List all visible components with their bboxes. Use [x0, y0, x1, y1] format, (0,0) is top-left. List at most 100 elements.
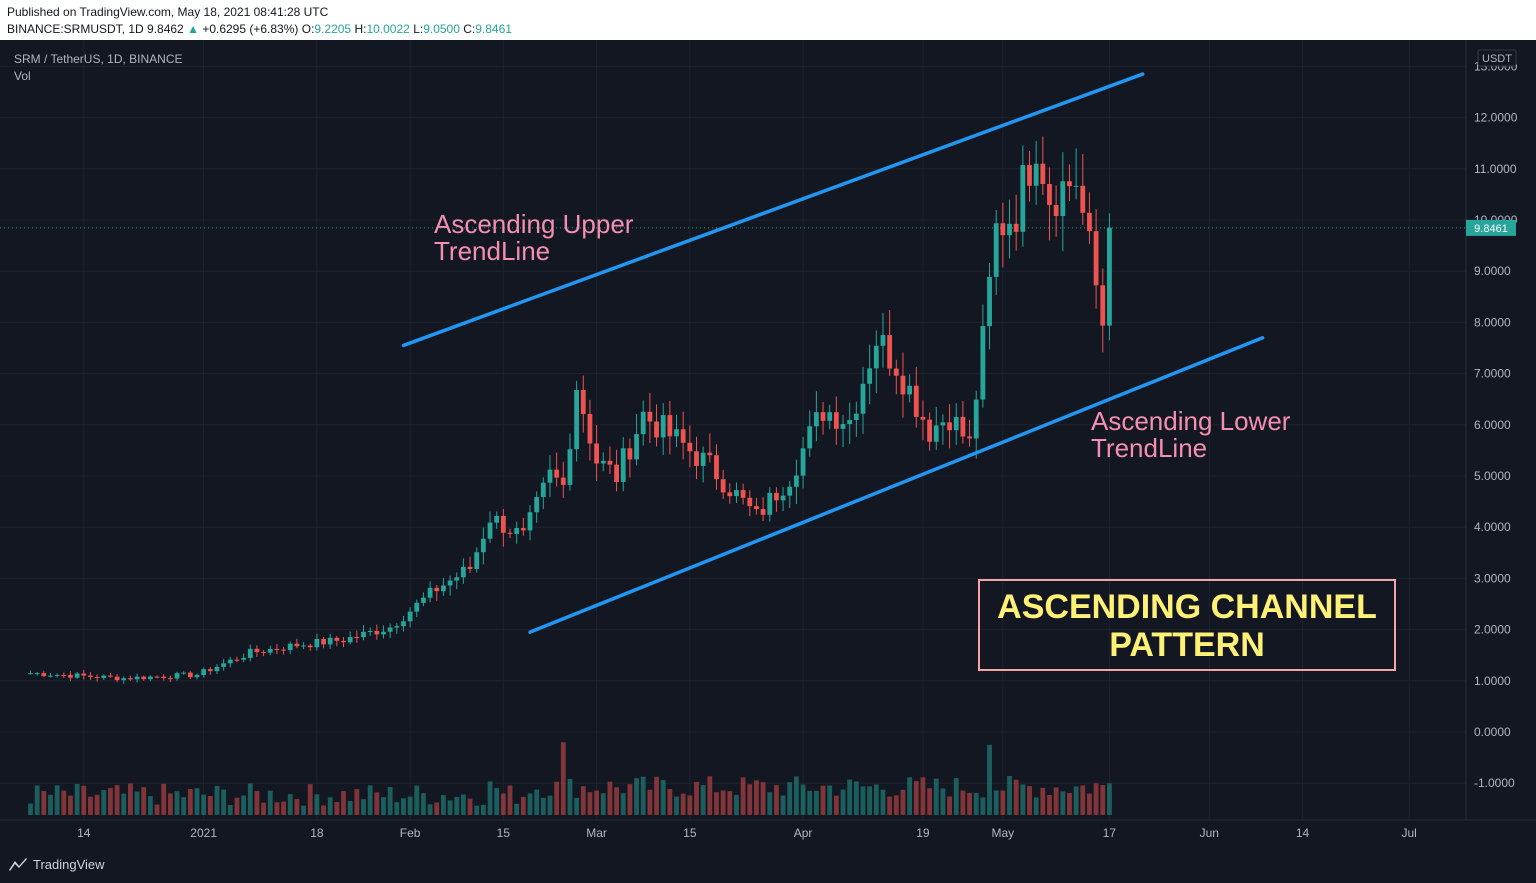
volume-bar — [321, 805, 326, 815]
volume-bar — [94, 794, 100, 815]
lower-trendline-label: Ascending Lower TrendLine — [1091, 408, 1290, 462]
volume-bar — [467, 798, 473, 815]
volume-bar — [567, 778, 573, 815]
volume-bar — [714, 792, 719, 815]
candle-body — [634, 434, 639, 460]
candle-body — [714, 455, 719, 480]
volume-bar — [927, 788, 932, 815]
volume-bar — [853, 781, 859, 815]
candle-body — [394, 626, 400, 628]
candle-body — [121, 678, 127, 681]
candle-body — [887, 335, 893, 369]
candle-body — [174, 673, 180, 679]
volume-bar — [128, 783, 133, 815]
volume-bar — [1073, 786, 1079, 815]
candle-body — [873, 345, 879, 369]
candle-body — [820, 412, 826, 421]
candle-body — [81, 673, 87, 676]
candle-body — [893, 368, 899, 376]
candle-body — [734, 490, 739, 497]
volume-bar — [474, 805, 480, 815]
candle-body — [467, 566, 473, 569]
y-tick-label: 6.0000 — [1474, 418, 1511, 432]
candle-body — [454, 577, 460, 581]
y-tick-label: -1.0000 — [1474, 776, 1515, 790]
footer: TradingView — [0, 848, 1536, 883]
tradingview-logo-icon[interactable] — [8, 856, 28, 872]
x-tick-label: May — [992, 826, 1015, 840]
candle-body — [900, 375, 906, 395]
volume-bar — [787, 782, 793, 815]
volume-bar — [520, 796, 526, 815]
volume-bar — [687, 795, 693, 815]
volume-bar — [374, 792, 380, 815]
candle-body — [1100, 285, 1106, 326]
candle-body — [594, 443, 599, 464]
volume-bar — [820, 785, 826, 815]
y-tick-label: 2.0000 — [1474, 623, 1511, 637]
y-tick-label: 8.0000 — [1474, 315, 1511, 329]
volume-bar — [827, 785, 833, 815]
candle-body — [913, 385, 919, 417]
candle-body — [520, 528, 526, 531]
candle-body — [787, 486, 793, 496]
volume-bar — [540, 797, 546, 815]
volume-bar — [447, 800, 453, 815]
candle-body — [274, 648, 280, 650]
candle-body — [154, 676, 160, 678]
volume-bar — [527, 793, 533, 815]
volume-bar — [620, 793, 626, 815]
candle-body — [1047, 183, 1052, 205]
candle-body — [580, 389, 586, 415]
y-tick-label: 12.0000 — [1474, 111, 1518, 125]
high-label: H: — [354, 22, 367, 36]
candle-body — [414, 602, 420, 612]
volume-bar — [1080, 785, 1086, 815]
volume-bar — [1053, 787, 1059, 815]
volume-bar — [700, 785, 706, 815]
volume-bar — [554, 781, 560, 815]
x-tick-label: 15 — [683, 826, 697, 840]
volume-bar — [1107, 783, 1112, 815]
volume-bar — [61, 790, 67, 815]
candle-body — [267, 648, 273, 653]
x-tick-label: 14 — [77, 826, 91, 840]
candle-body — [54, 674, 60, 676]
candle-body — [307, 645, 313, 648]
candle-body — [441, 585, 446, 592]
candle-body — [374, 631, 380, 635]
candle-body — [1007, 223, 1012, 236]
volume-bar — [707, 776, 713, 815]
candle-body — [314, 638, 320, 648]
price-chart[interactable]: 13.000012.000011.000010.00009.00008.0000… — [0, 40, 1536, 848]
volume-bar — [647, 789, 653, 815]
volume-bar — [1013, 779, 1019, 815]
volume-bar — [887, 796, 893, 815]
candle-body — [254, 648, 260, 652]
volume-bar — [1060, 791, 1066, 815]
candle-body — [387, 627, 393, 632]
candle-body — [627, 448, 633, 460]
volume-bar — [247, 783, 253, 815]
volume-bar — [394, 802, 400, 815]
footer-brand[interactable]: TradingView — [33, 857, 105, 872]
volume-bar — [121, 793, 127, 815]
x-tick-label: 2021 — [190, 826, 217, 840]
candle-body — [487, 522, 493, 539]
candle-body — [940, 422, 946, 426]
change-up-icon: ▲ — [187, 22, 199, 36]
candle-body — [1107, 227, 1112, 326]
volume-bar — [1027, 786, 1032, 815]
volume-bar — [427, 804, 433, 815]
candle-body — [201, 669, 207, 675]
candle-body — [88, 675, 93, 677]
candle-body — [1060, 181, 1066, 217]
candle-body — [840, 424, 846, 429]
candle-body — [754, 506, 759, 510]
volume-bar — [580, 786, 586, 815]
y-tick-label: 3.0000 — [1474, 571, 1511, 585]
candle-body — [860, 383, 866, 414]
open-value: 9.2205 — [314, 22, 352, 36]
volume-bar — [41, 790, 47, 815]
candle-body — [354, 637, 360, 639]
